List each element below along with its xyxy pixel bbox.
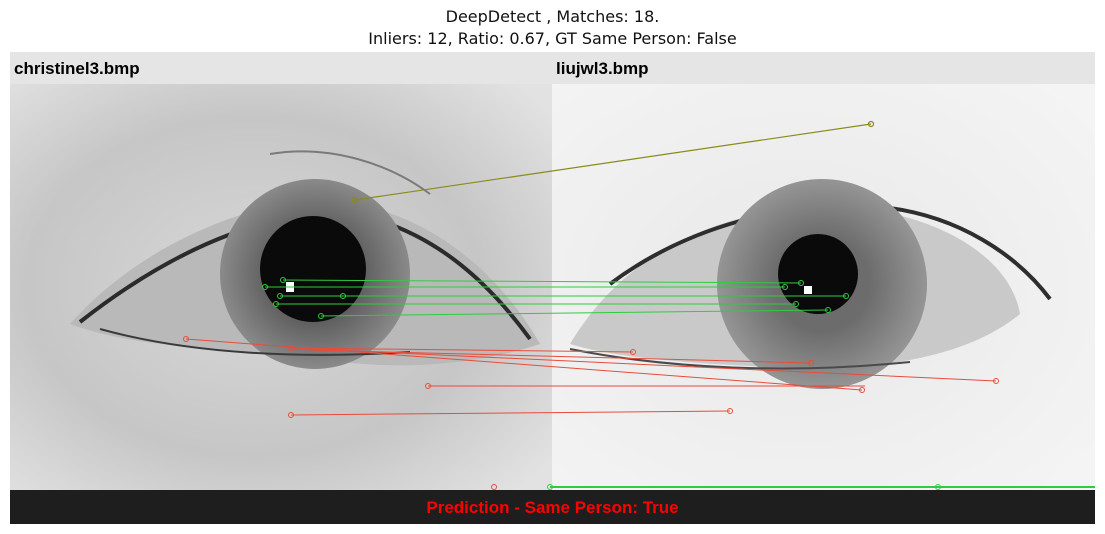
right-filename: liujwl3.bmp [556, 59, 649, 78]
left-filename: christinel3.bmp [14, 59, 140, 78]
match-visualization: christinel3.bmp liujwl3.bmp Prediction -… [10, 52, 1095, 524]
prediction-text: Prediction - Same Person: True [426, 498, 679, 517]
inlier-matches [262, 277, 1095, 490]
stray-match [351, 120, 875, 204]
filename-header: christinel3.bmp liujwl3.bmp [10, 52, 1095, 84]
keypoint-matches [183, 120, 1095, 490]
outlier-matches [183, 336, 999, 490]
figure-title-line1: DeepDetect , Matches: 18. [445, 7, 660, 26]
figure-title-line2: Inliers: 12, Ratio: 0.67, GT Same Person… [368, 29, 737, 48]
prediction-bar: Prediction - Same Person: True [10, 490, 1095, 524]
eye-images-with-matches [10, 84, 1095, 490]
